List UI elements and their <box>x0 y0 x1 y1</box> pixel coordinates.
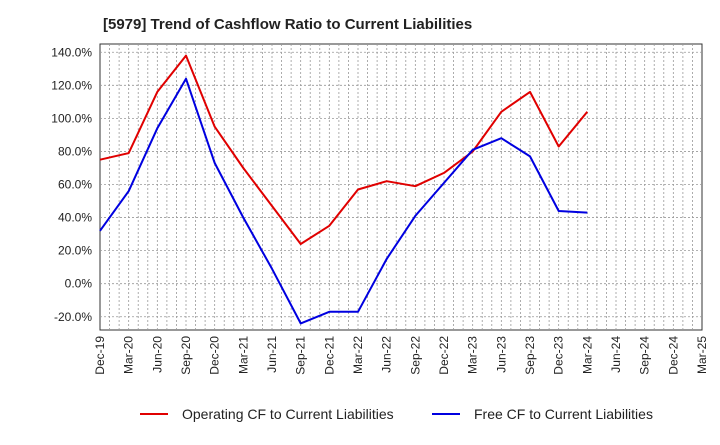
y-tick-label: 100.0% <box>51 111 92 125</box>
y-tick-label: -20.0% <box>54 310 92 324</box>
x-tick-label: Jun-21 <box>265 336 279 373</box>
x-tick-label: Dec-23 <box>552 336 566 375</box>
x-tick-label: Mar-25 <box>695 336 709 374</box>
x-tick-label: Sep-21 <box>294 336 308 375</box>
y-tick-label: 80.0% <box>58 144 92 158</box>
x-tick-label: Mar-21 <box>236 336 250 374</box>
series-line-2 <box>99 77 588 325</box>
y-tick-label: 60.0% <box>58 178 92 192</box>
x-tick-label: Jun-23 <box>494 336 508 373</box>
x-tick-label: Dec-19 <box>93 336 107 375</box>
x-tick-label: Mar-20 <box>122 336 136 374</box>
x-tick-label: Sep-22 <box>408 336 422 375</box>
x-tick-label: Mar-24 <box>580 336 594 374</box>
x-tick-label: Mar-22 <box>351 336 365 374</box>
legend-label: Free CF to Current Liabilities <box>474 406 653 422</box>
plot-area <box>99 43 703 331</box>
y-tick-label: 120.0% <box>51 78 92 92</box>
x-tick-label: Dec-21 <box>322 336 336 375</box>
series-line-1 <box>99 54 589 245</box>
chart-title: [5979] Trend of Cashflow Ratio to Curren… <box>103 16 473 33</box>
x-tick-label: Jun-24 <box>609 336 623 373</box>
y-tick-label: 20.0% <box>58 244 92 258</box>
x-tick-label: Sep-20 <box>179 336 193 375</box>
y-tick-label: 40.0% <box>58 211 92 225</box>
x-tick-label: Dec-24 <box>666 336 680 375</box>
x-tick-label: Mar-23 <box>466 336 480 374</box>
x-tick-label: Jun-22 <box>380 336 394 373</box>
y-tick-label: 0.0% <box>65 277 93 291</box>
x-tick-label: Jun-20 <box>150 336 164 373</box>
x-tick-label: Dec-22 <box>437 336 451 375</box>
y-tick-label: 140.0% <box>51 45 92 59</box>
x-tick-label: Dec-20 <box>208 336 222 375</box>
x-tick-label: Sep-23 <box>523 336 537 375</box>
legend-label: Operating CF to Current Liabilities <box>182 406 394 422</box>
x-tick-label: Sep-24 <box>638 336 652 375</box>
